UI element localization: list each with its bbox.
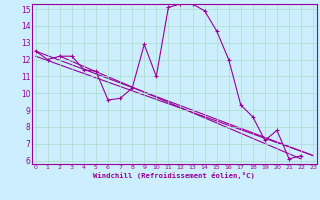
X-axis label: Windchill (Refroidissement éolien,°C): Windchill (Refroidissement éolien,°C) (93, 172, 255, 179)
